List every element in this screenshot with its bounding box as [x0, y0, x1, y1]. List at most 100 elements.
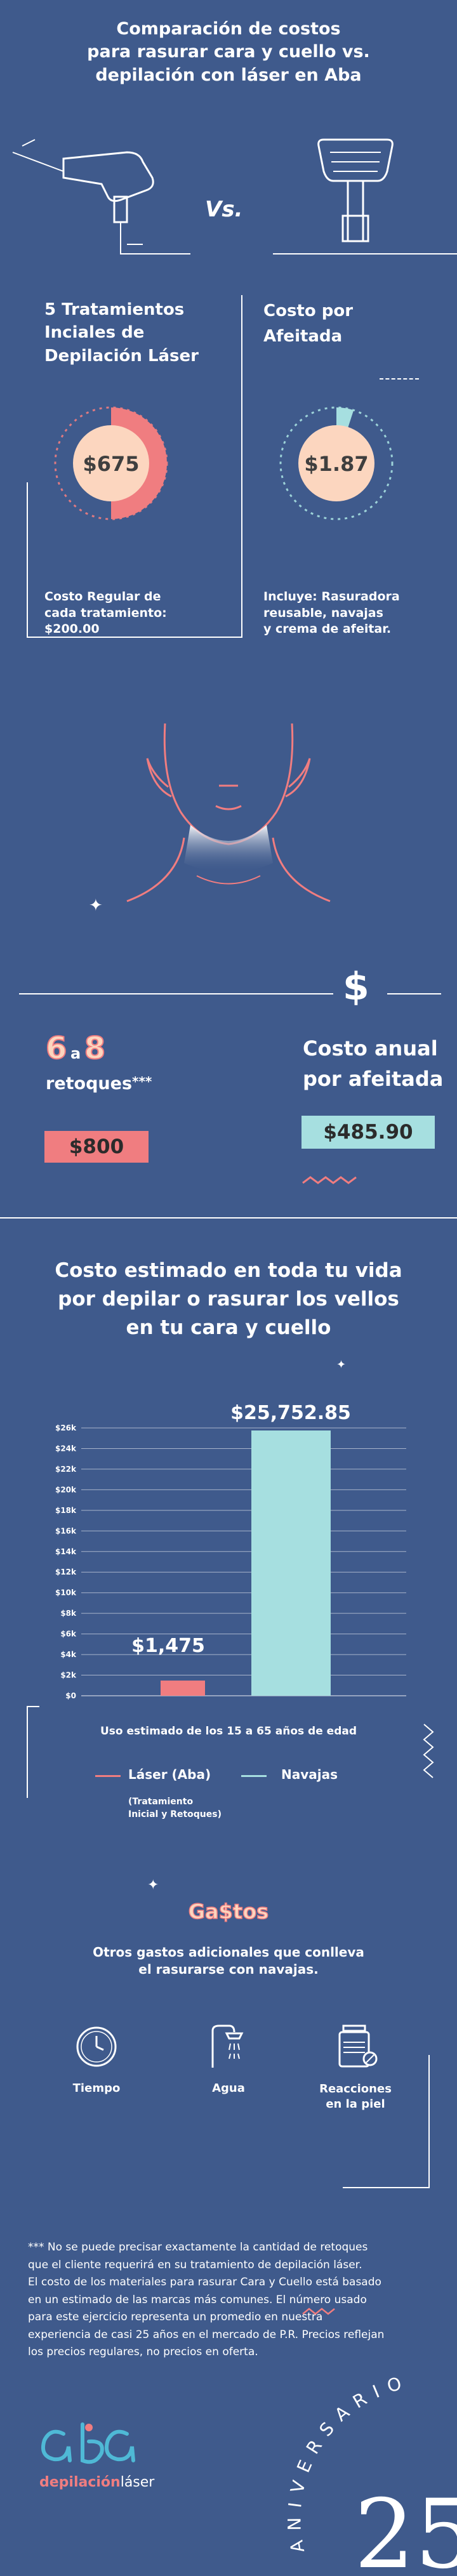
anniversary-badge: ANIVERSARIO 25 [284, 2370, 457, 2576]
footnote-line-1: *** No se puede precisar exactamente la … [28, 2241, 368, 2254]
annual-heading: Costo anual por afeitada [303, 1033, 443, 1094]
footnote-wave-decoration [302, 2308, 335, 2315]
retouch-stars: *** [132, 1074, 152, 1089]
chart-wave-decoration [423, 1724, 434, 1778]
shower-icon [211, 2024, 244, 2068]
chart-bracket-top [27, 1706, 39, 1707]
section-bracket-left [27, 482, 28, 638]
razor-heading-dashes [380, 378, 419, 380]
lifetime-title: Costo estimado en toda tu vida por depil… [0, 1257, 457, 1342]
razor-heading-line-2: Afeitada [263, 327, 343, 347]
anniversary-number: 25 [354, 2480, 457, 2576]
retouch-price-badge: $800 [44, 1131, 149, 1163]
title-line-3: depilación con láser en Aba [95, 65, 362, 85]
chart-bracket-left [27, 1706, 28, 1798]
annual-heading-line-2: por afeitada [303, 1067, 444, 1091]
face-neck-illustration [126, 723, 331, 902]
chart-y-tick-label: $22k [55, 1465, 77, 1474]
lifetime-title-line-3: en tu cara y cuello [126, 1316, 331, 1339]
aba-logo: aba depilaciónláser [38, 2421, 154, 2497]
laser-cost-value: $675 [83, 452, 140, 476]
retouch-from: 6 [45, 1031, 67, 1066]
vs-label: Vs. [205, 197, 243, 222]
razor-note-line-1: Incluye: Rasuradora [263, 590, 400, 604]
expenses-subtitle-line-1: Otros gastos adicionales que conlleva [93, 1945, 364, 1960]
expenses-subtitle: Otros gastos adicionales que conlleva el… [0, 1944, 457, 1978]
skin-cream-icon [338, 2024, 378, 2068]
section-bracket-bottom [27, 637, 242, 638]
chart-x-label: Uso estimado de los 15 a 65 años de edad [100, 1725, 357, 1738]
clock-icon [76, 2026, 117, 2067]
legend-razor-label: Navajas [281, 1767, 338, 1782]
expenses-bracket-bottom [343, 2187, 430, 2188]
footnote-line-3: El costo de los materiales para rasurar … [28, 2276, 381, 2289]
annual-price-badge: $485.90 [301, 1116, 435, 1149]
sparkle-icon-3: ✦ [147, 1877, 159, 1893]
retouch-to: 8 [84, 1031, 106, 1066]
lifetime-title-line-2: por depilar o rasurar los vellos [58, 1287, 399, 1311]
legend-note-line-2: Inicial y Retoques) [128, 1809, 222, 1820]
footnote-line-2: que el cliente requerirá en su tratamien… [28, 2258, 362, 2271]
retouch-label: retoques*** [46, 1074, 152, 1093]
razor-note-line-2: reusable, navajas [263, 605, 383, 620]
laser-note-line-2: cada tratamiento: [44, 605, 167, 620]
footnote-line-6: experiencia de casi 25 años en el mercad… [28, 2328, 385, 2341]
chart-y-tick-label: $2k [60, 1671, 77, 1680]
laser-note: Costo Regular de cada tratamiento: $200.… [44, 589, 167, 638]
legend-note-line-1: (Tratamiento [128, 1797, 194, 1807]
lifetime-cost-chart: $0 $2k $4k $6k $8k $10k $12k $14k $16k $18k $20k $2… [55, 1402, 406, 1700]
retouch-a: a [70, 1045, 81, 1062]
laser-heading-line-1: 5 Tratamientos [44, 300, 185, 319]
retouch-price: $800 [69, 1135, 124, 1158]
chart-y-tick-label: $16k [55, 1526, 77, 1535]
expense-skin-label-line-1: Reacciones [319, 2082, 392, 2096]
expense-skin-label-line-2: en la piel [326, 2097, 385, 2111]
logo-sub-left: depilación [39, 2474, 121, 2490]
laser-note-line-1: Costo Regular de [44, 590, 161, 604]
razor-cost-donut [279, 406, 394, 520]
chart-y-tick-label: $14k [55, 1547, 77, 1556]
annual-price: $485.90 [323, 1121, 413, 1144]
expense-time-label: Tiempo [72, 2082, 121, 2095]
footnote-line-7: los precios regulares, no precios en ofe… [28, 2344, 384, 2361]
retouch-count: 6 a 8 [45, 1031, 106, 1066]
legend-laser-note: (Tratamiento Inicial y Retoques) [128, 1796, 222, 1821]
chart-bar [161, 1681, 205, 1696]
annual-top-line-left [19, 993, 333, 994]
annual-wave-decoration [302, 1176, 357, 1184]
chart-data-label: $25,752.85 [230, 1402, 351, 1424]
chart-y-tick-label: $0 [65, 1691, 76, 1700]
footnote: *** No se puede precisar exactamente la … [28, 2239, 384, 2361]
laser-heading: 5 Tratamientos Inciales de Depilación Lá… [44, 298, 199, 367]
aba-logo-mark [41, 2422, 135, 2464]
chart-y-tick-label: $20k [55, 1485, 77, 1494]
razor-heading-line-1: Costo por [263, 301, 354, 320]
expenses-bracket-right [428, 2055, 430, 2188]
logo-sub-right: láser [120, 2474, 155, 2490]
annual-heading-line-1: Costo anual [303, 1036, 438, 1060]
footnote-line-7-text: los precios regulares, no precios en ofe… [28, 2346, 258, 2359]
laser-note-line-3: $200.00 [44, 622, 100, 637]
expenses-title: Ga$tos [188, 1899, 269, 1924]
chart-y-tick-label: $18k [55, 1506, 77, 1515]
lifetime-title-line-1: Costo estimado en toda tu vida [55, 1259, 402, 1282]
title-line-1: Comparación de costos [116, 19, 341, 39]
chart-y-tick-label: $26k [55, 1423, 77, 1432]
expenses-subtitle-line-2: el rasurarse con navajas. [138, 1962, 319, 1977]
page-title: Comparación de costos para rasurar cara … [0, 18, 457, 87]
footnote-line-5: para este ejercicio representa un promed… [28, 2311, 323, 2324]
expense-water-label: Agua [212, 2082, 245, 2095]
laser-heading-line-3: Depilación Láser [44, 346, 199, 366]
footnote-line-4: en un estimado de las marcas más comunes… [28, 2293, 367, 2306]
chart-y-tick-label: $8k [60, 1609, 77, 1618]
chart-bar [251, 1430, 331, 1696]
chart-data-label: $1,475 [131, 1635, 205, 1657]
retouch-label-text: retoques [46, 1074, 133, 1093]
legend-laser-label: Láser (Aba) [128, 1767, 211, 1782]
expense-skin-label: Reacciones en la piel [311, 2082, 400, 2113]
sparkle-icon-2: ✦ [336, 1358, 347, 1371]
razor-heading: Costo por Afeitada [263, 298, 353, 350]
section-divider-vertical [241, 295, 242, 638]
laser-cost-donut [54, 406, 168, 520]
razor-note: Incluye: Rasuradora reusable, navajas y … [263, 589, 400, 638]
